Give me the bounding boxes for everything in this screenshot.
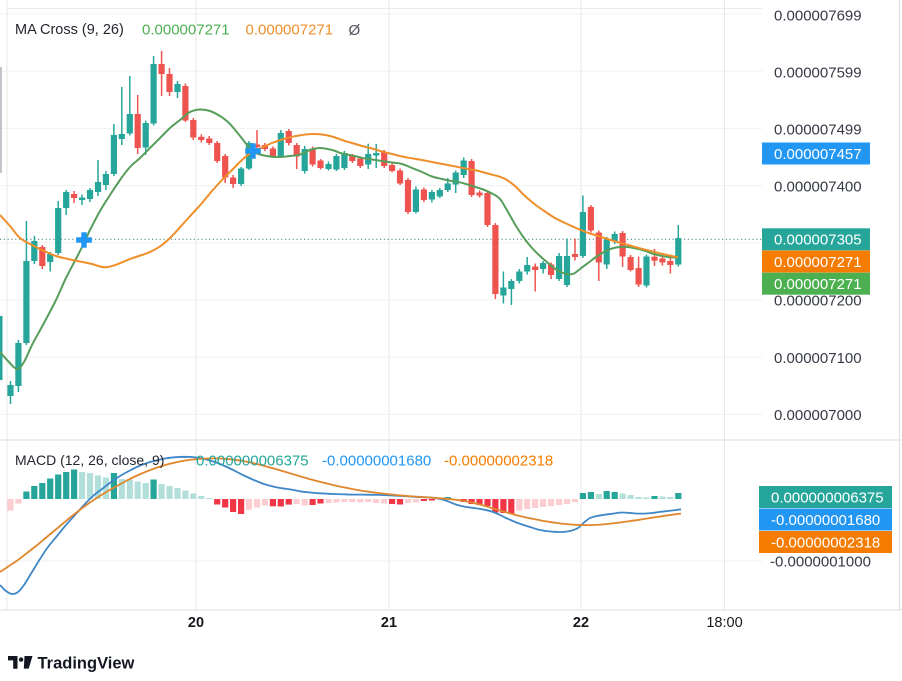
svg-text:-0.00000001680: -0.00000001680 (322, 453, 431, 470)
svg-text:0.000000006375: 0.000000006375 (771, 489, 884, 506)
svg-text:21: 21 (381, 615, 397, 631)
svg-text:0.000007305: 0.000007305 (774, 232, 862, 249)
svg-text:0.000007699: 0.000007699 (774, 7, 862, 24)
svg-text:TradingView: TradingView (38, 654, 135, 672)
svg-text:0.000007457: 0.000007457 (774, 146, 862, 163)
svg-text:-0.0000001000: -0.0000001000 (770, 553, 871, 570)
svg-text:0.000007400: 0.000007400 (774, 178, 862, 195)
svg-text:MA Cross (9, 26): MA Cross (9, 26) (15, 22, 124, 38)
svg-text:0.000007100: 0.000007100 (774, 350, 862, 367)
svg-text:0.000007599: 0.000007599 (774, 65, 862, 82)
svg-text:18:00: 18:00 (706, 615, 742, 631)
svg-text:0.000007000: 0.000007000 (774, 407, 862, 424)
svg-text:0.000007200: 0.000007200 (774, 293, 862, 310)
svg-text:22: 22 (573, 615, 589, 631)
svg-text:-0.00000001680: -0.00000001680 (771, 512, 880, 529)
svg-text:Ø: Ø (349, 22, 361, 39)
svg-text:-0.00000002318: -0.00000002318 (444, 453, 553, 470)
svg-text:0.000007271: 0.000007271 (774, 254, 862, 271)
svg-text:20: 20 (188, 615, 204, 631)
svg-text:0.000007499: 0.000007499 (774, 122, 862, 139)
svg-text:MACD (12, 26, close, 9): MACD (12, 26, close, 9) (15, 452, 164, 468)
svg-text:0.000007271: 0.000007271 (774, 276, 862, 293)
svg-text:0.000000006375: 0.000000006375 (196, 453, 309, 470)
svg-text:0.000007271: 0.000007271 (246, 22, 334, 39)
svg-text:0.000007271: 0.000007271 (142, 22, 230, 39)
svg-text:-0.00000002318: -0.00000002318 (771, 534, 880, 551)
